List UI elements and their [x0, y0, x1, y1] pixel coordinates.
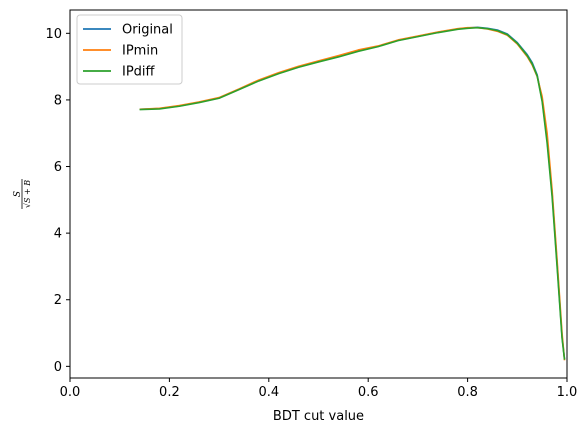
x-tick-label: 0.8	[457, 385, 478, 400]
x-tick-label: 1.0	[557, 385, 578, 400]
x-tick-label: 0.2	[159, 385, 180, 400]
legend-label-ipdiff: IPdiff	[122, 65, 156, 80]
x-axis-ticks: 0.0 0.2 0.4 0.6 0.8 1.0	[60, 378, 578, 400]
legend-label-original: Original	[122, 23, 173, 38]
series-line-ipdiff	[139, 26, 566, 360]
plot-area-frame	[69, 9, 568, 379]
series-line-ipmin	[139, 26, 566, 361]
y-tick-label: 10	[45, 27, 62, 42]
x-axis-label: BDT cut value	[273, 409, 364, 424]
legend: Original IPmin IPdiff	[76, 14, 183, 85]
x-tick-label: 0.4	[258, 385, 279, 400]
y-axis-label-numerator: S	[13, 191, 23, 197]
y-tick-label: 2	[54, 293, 62, 308]
x-tick-label: 0.0	[60, 385, 81, 400]
y-tick-label: 8	[54, 93, 62, 108]
x-tick-label: 0.6	[358, 385, 379, 400]
series-layer	[139, 26, 566, 361]
y-tick-label: 6	[54, 160, 62, 175]
y-axis-label-denominator: √S + B	[23, 180, 32, 208]
legend-label-ipmin: IPmin	[122, 44, 158, 59]
y-tick-label: 0	[54, 360, 62, 375]
y-axis-ticks: 0 2 4 6 8 10	[45, 27, 70, 375]
y-axis-label: S √S + B	[13, 179, 32, 209]
series-line-original	[139, 26, 566, 360]
y-tick-label: 4	[54, 227, 62, 242]
legend-box	[76, 14, 183, 85]
